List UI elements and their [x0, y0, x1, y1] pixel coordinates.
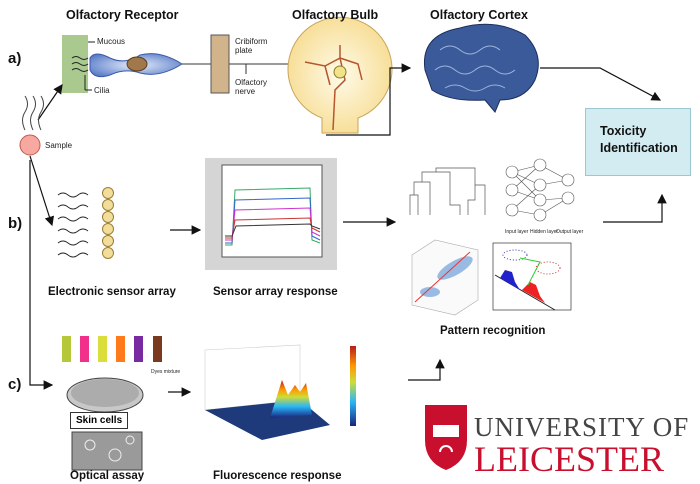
- olfactory-receptor-title: Olfactory Receptor: [66, 8, 179, 22]
- olfactory-receptor-illustration: [62, 34, 340, 94]
- panel-label-a: a): [8, 50, 22, 67]
- sensor-response-plot: [205, 158, 337, 270]
- olfactory-bulb-illustration: [287, 16, 393, 134]
- olfactory-bulb-title: Olfactory Bulb: [292, 8, 379, 22]
- toxicity-line2: Identification: [600, 141, 678, 155]
- fluorescence-3d-plot: [204, 344, 356, 440]
- pattern-recognition-caption: Pattern recognition: [440, 325, 546, 337]
- neural-network-illustration: [505, 158, 575, 222]
- dendrogram-illustration: [409, 167, 486, 215]
- optical-assay-caption: Optical assay: [70, 470, 145, 482]
- nn-input-label: Input layer: [505, 229, 529, 235]
- dye-vials-illustration: [62, 336, 162, 362]
- sample-illustration: [19, 95, 44, 156]
- toxicity-identification-box: Toxicity Identification: [585, 108, 691, 176]
- olfactory-cortex-title: Olfactory Cortex: [430, 8, 528, 22]
- sample-label: Sample: [45, 141, 73, 150]
- petri-dish-illustration: [66, 377, 144, 471]
- skin-cells-label: Skin cells: [70, 412, 129, 429]
- flow-arrows: [29, 63, 667, 397]
- leicester-logo-shield: [425, 405, 467, 470]
- electronic-sensor-array-illustration: [57, 187, 114, 259]
- panel-label-c: c): [8, 376, 22, 393]
- dyes-mixture-label: Dyes mixture: [151, 369, 181, 375]
- mucous-label: Mucous: [97, 37, 126, 46]
- sensor-response-caption: Sensor array response: [213, 286, 338, 298]
- sensor-array-caption: Electronic sensor array: [48, 286, 176, 298]
- panel-label-b: b): [8, 215, 23, 232]
- cilia-label: Cilia: [94, 86, 110, 95]
- nn-hidden-label: Hidden layer: [530, 229, 559, 235]
- toxicity-line1: Toxicity: [600, 124, 647, 138]
- fluorescence-caption: Fluorescence response: [213, 470, 342, 482]
- olfactory-nerve-label: Olfactory nerve: [235, 78, 268, 96]
- logo-leicester: LEICESTER: [474, 439, 664, 479]
- cribiform-label: Cribiform plate: [235, 37, 268, 55]
- pca-scatter-illustration: [411, 239, 479, 316]
- nn-output-label: Output layer: [556, 229, 584, 235]
- lda-scatter-illustration: [492, 242, 572, 311]
- logo-university-of: UNIVERSITY OF: [474, 412, 690, 442]
- brain-illustration: [423, 23, 539, 113]
